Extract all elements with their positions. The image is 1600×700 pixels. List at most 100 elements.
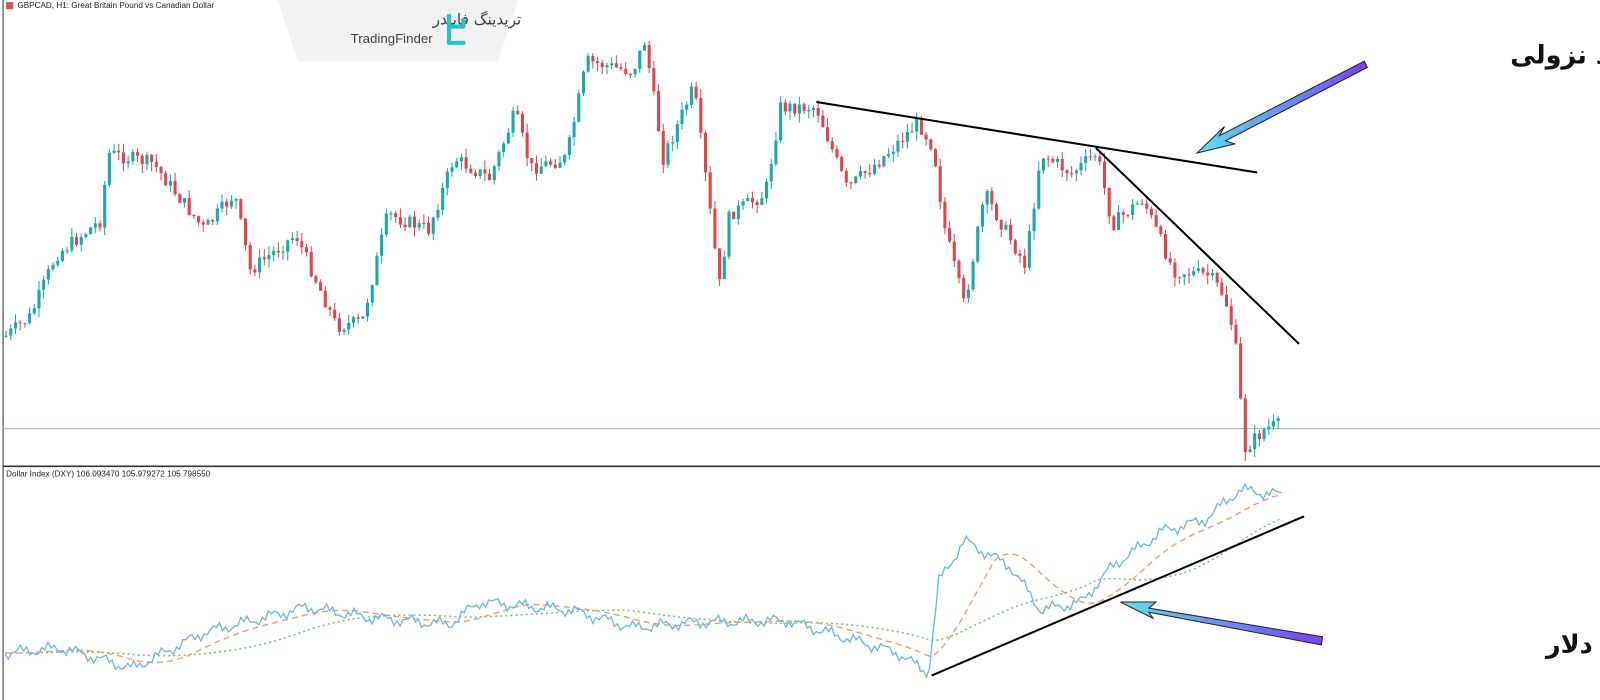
candle-body: [872, 164, 877, 174]
candle-body: [333, 309, 337, 319]
candle-body: [933, 149, 938, 167]
indicator-lines: [4, 482, 1282, 680]
candle-body: [1065, 170, 1069, 174]
candle-body: [107, 152, 111, 185]
candle-body: [46, 269, 50, 280]
candle-body: [985, 191, 989, 205]
candle-body: [1159, 226, 1163, 235]
candles: [4, 40, 1280, 461]
candle-body: [1220, 282, 1224, 295]
candle-body: [854, 176, 858, 183]
candle-body: [1182, 274, 1186, 278]
candle-body: [652, 68, 656, 92]
candle-body: [281, 251, 285, 253]
candle-body: [60, 250, 64, 261]
candle-body: [436, 209, 440, 218]
candle-body: [431, 217, 435, 234]
candle-body: [394, 213, 398, 218]
candle-body: [793, 103, 797, 114]
candle-body: [1225, 294, 1229, 307]
candle-body: [1013, 240, 1017, 254]
candle-body: [234, 199, 238, 201]
candle-body: [826, 127, 830, 142]
candle-body: [999, 219, 1003, 230]
candle-body: [858, 171, 862, 177]
candle-body: [79, 237, 83, 245]
candle-body: [1154, 215, 1158, 227]
candle-body: [1262, 429, 1266, 440]
candle-body: [572, 121, 576, 138]
candle-body: [384, 213, 388, 235]
candle-body: [351, 317, 355, 323]
candle-body: [305, 247, 309, 253]
candle-body: [1234, 324, 1238, 344]
candle-body: [633, 68, 637, 75]
candle-body: [220, 201, 224, 209]
candle-body: [708, 172, 712, 209]
candle-body: [1107, 187, 1111, 217]
logo-english: TradingFinder: [351, 31, 434, 46]
candle-body: [1037, 170, 1041, 209]
candle-body: [1098, 156, 1102, 162]
candle-body: [4, 335, 8, 337]
candle-body: [689, 86, 693, 105]
candle-body: [323, 290, 327, 308]
dxy-line: [4, 482, 1282, 680]
candle-body: [581, 71, 585, 94]
candle-body: [713, 208, 717, 249]
candle-body: [779, 102, 783, 141]
candle-body: [366, 302, 370, 317]
candle-body: [1079, 162, 1083, 171]
candle-body: [37, 289, 41, 309]
candle-body: [1084, 156, 1088, 163]
candle-body: [788, 103, 792, 112]
candle-body: [901, 140, 905, 142]
candle-body: [816, 108, 820, 116]
candle-body: [671, 142, 675, 144]
candle-body: [1009, 224, 1013, 241]
candle-body: [267, 255, 271, 260]
candle-body: [211, 219, 215, 222]
candle-body: [1201, 268, 1205, 273]
candle-body: [356, 317, 360, 319]
candle-body: [666, 143, 670, 165]
candle-body: [1206, 272, 1210, 276]
candle-body: [450, 167, 454, 172]
logo-persian: تریدینگ فایندر: [432, 10, 522, 28]
candle-body: [342, 329, 346, 332]
candle-body: [586, 56, 590, 72]
candle-body: [347, 322, 351, 330]
candle-body: [1196, 268, 1200, 272]
candle-body: [722, 256, 726, 280]
candle-body: [1168, 258, 1172, 263]
logo: تریدینگ فایندر TradingFinder: [277, 0, 522, 62]
candle-body: [206, 219, 210, 225]
candle-body: [976, 226, 980, 262]
slow-average: [5, 518, 1282, 657]
annotation: روند نزولی: [1510, 40, 1600, 70]
candle-body: [225, 201, 229, 207]
candle-body: [337, 318, 341, 332]
candle-body: [408, 216, 412, 228]
candle-body: [1088, 156, 1092, 158]
candle-body: [539, 166, 543, 174]
candle-body: [98, 223, 102, 228]
candle-body: [924, 134, 928, 140]
candle-body: [192, 214, 196, 217]
candle-body: [732, 211, 736, 220]
candle-body: [661, 131, 665, 165]
candle-body: [821, 115, 825, 128]
candle-body: [896, 140, 900, 152]
candle-body: [164, 173, 168, 186]
candle-body: [882, 156, 886, 167]
candle-body: [868, 173, 872, 175]
candle-body: [18, 322, 22, 324]
candle-body: [187, 198, 191, 215]
candle-body: [910, 131, 914, 133]
candle-body: [760, 198, 764, 205]
candle-body: [215, 208, 219, 222]
candle-body: [938, 166, 942, 202]
candle-body: [1145, 203, 1149, 209]
candle-body: [863, 171, 867, 174]
